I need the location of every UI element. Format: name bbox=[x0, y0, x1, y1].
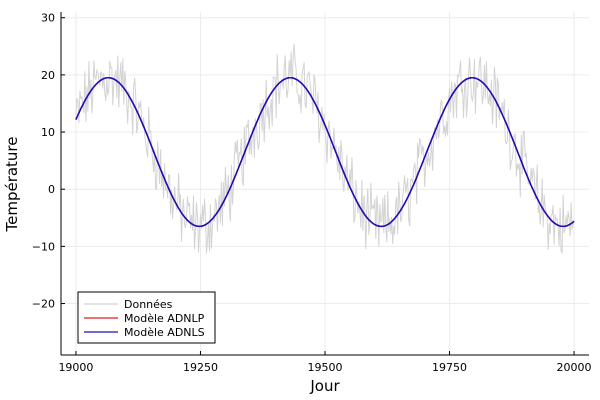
legend-label-donnees: Données bbox=[124, 298, 173, 311]
series-layer bbox=[75, 43, 575, 254]
x-tick-label: 19750 bbox=[432, 361, 467, 374]
legend-label-adnlp: Modèle ADNLP bbox=[124, 312, 205, 325]
x-tick-label: 19250 bbox=[183, 361, 218, 374]
x-tick-label: 19000 bbox=[58, 361, 93, 374]
x-tick-label: 20000 bbox=[557, 361, 592, 374]
y-tick-label: −20 bbox=[32, 298, 55, 311]
y-tick-label: 10 bbox=[41, 126, 55, 139]
y-tick-label: −10 bbox=[32, 240, 55, 253]
x-axis-title: Jour bbox=[309, 377, 340, 395]
y-tick-label: 0 bbox=[48, 183, 55, 196]
legend-label-adnls: Modèle ADNLS bbox=[124, 326, 205, 339]
x-tick-label: 19500 bbox=[308, 361, 343, 374]
y-axis-title: Température bbox=[3, 136, 21, 232]
legend: Données Modèle ADNLP Modèle ADNLS bbox=[77, 291, 216, 344]
ticks: 19000 19250 19500 19750 20000 −20 −10 0 10 20 30 bbox=[32, 12, 592, 374]
y-tick-label: 30 bbox=[41, 12, 55, 25]
series-line-2 bbox=[75, 76, 575, 228]
y-tick-label: 20 bbox=[41, 69, 55, 82]
